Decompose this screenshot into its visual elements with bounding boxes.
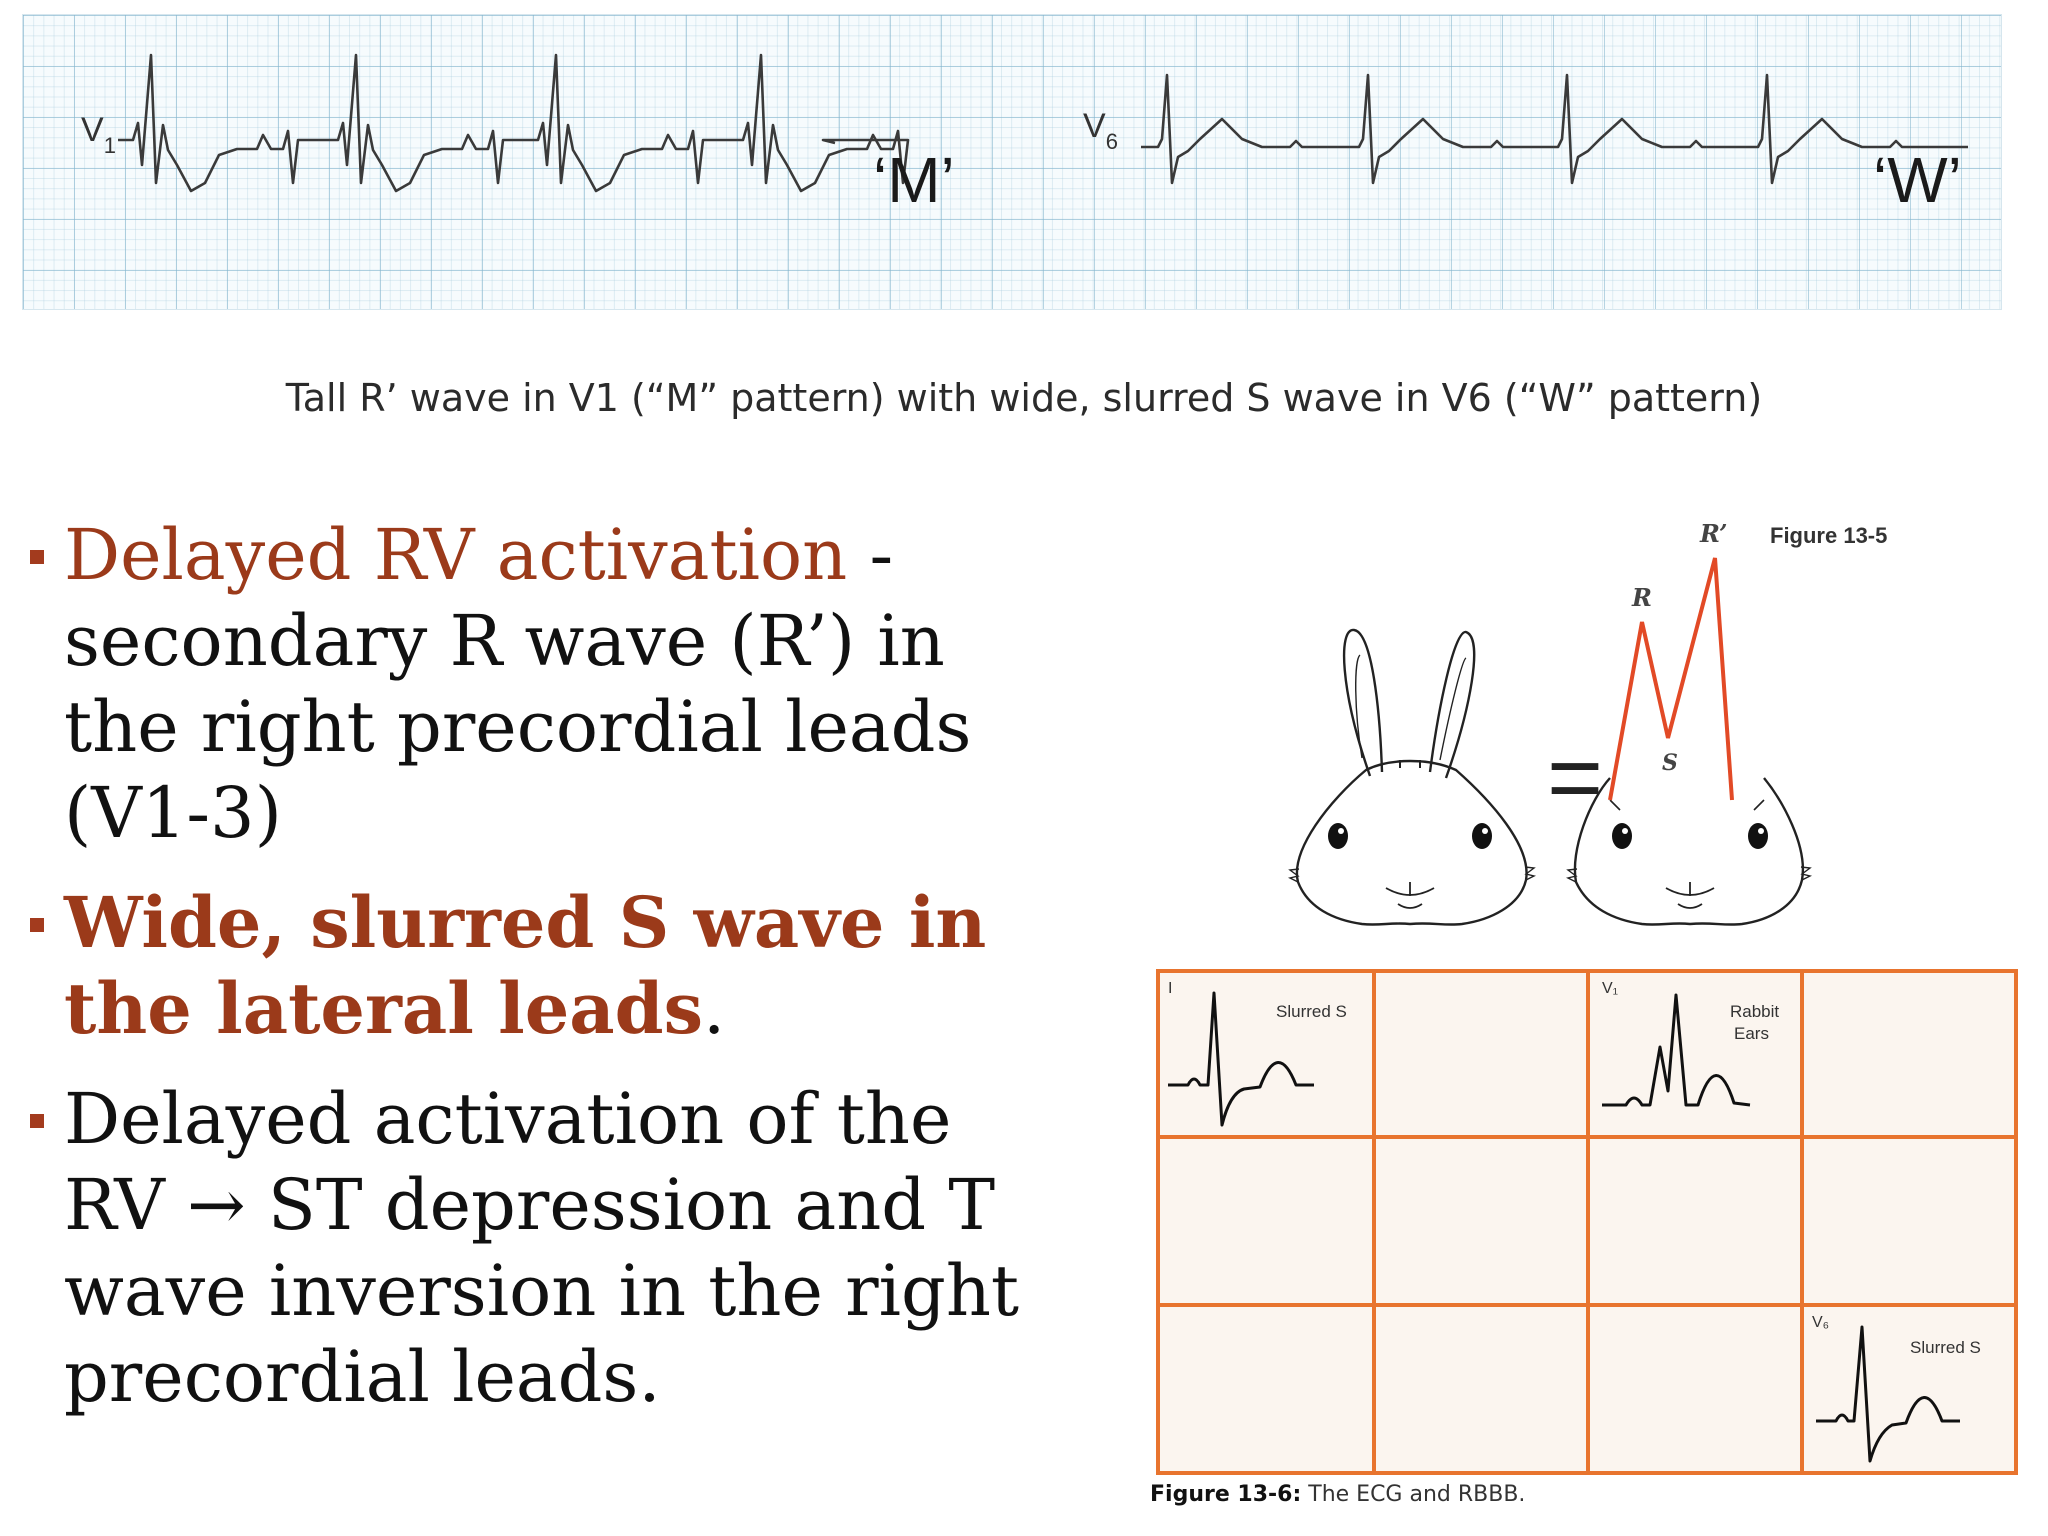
cell-lead-label-v6: V₆ bbox=[1812, 1314, 1829, 1331]
figure-title: Figure 13-5 bbox=[1770, 523, 1887, 548]
waveform-lead-v1 bbox=[1602, 993, 1751, 1107]
equals-sign: = bbox=[1547, 724, 1603, 831]
wave-label-s: S bbox=[1662, 750, 1678, 776]
rabbit-eye-highlight-icon bbox=[1622, 828, 1764, 834]
bullet-marker bbox=[30, 1114, 44, 1128]
bullet-text: - secondary R wave (R’) in the right pre… bbox=[64, 514, 972, 854]
ecg-trace-v6 bbox=[1141, 73, 1968, 185]
ecg-caption: Tall R’ wave in V1 (“M” pattern) with wi… bbox=[285, 376, 1763, 420]
waveform-lead-i bbox=[1168, 991, 1314, 1127]
bullet-marker bbox=[30, 550, 44, 564]
bullet-text: . bbox=[703, 968, 726, 1050]
bullet-item-rv-activation: Delayed RV activation - secondary R wave… bbox=[26, 512, 1056, 856]
lead-letter: V bbox=[1083, 107, 1106, 145]
rabbit-ears-figure: Figure 13-5 = R R’ S bbox=[1287, 519, 1887, 926]
caption-text: The ECG and RBBB. bbox=[1301, 1482, 1526, 1507]
cell-note-rabbit: Rabbit bbox=[1730, 1002, 1779, 1021]
lead-subscript: 1 bbox=[103, 133, 116, 158]
wave-label-r-prime: R’ bbox=[1699, 519, 1727, 548]
rabbit-eye-highlight-icon bbox=[1338, 828, 1488, 834]
bullet-list: Delayed RV activation - secondary R wave… bbox=[26, 512, 1056, 1444]
cell-note-ears: Ears bbox=[1734, 1024, 1769, 1043]
pattern-label-w: ‘W’ bbox=[1873, 144, 1962, 216]
bullet-marker bbox=[30, 918, 44, 932]
lead-label-v1: V1 bbox=[81, 111, 116, 158]
rabbit-head-icon bbox=[1287, 628, 1537, 926]
bullet-accent: Wide, slurred S wave in the lateral lead… bbox=[64, 881, 987, 1050]
cell-note-slurred-s: Slurred S bbox=[1910, 1338, 1981, 1357]
lead-label-v6: V6 bbox=[1083, 107, 1118, 154]
ecg-trace-v1 bbox=[118, 53, 910, 193]
rabbit-eye-icon bbox=[1612, 823, 1768, 849]
cell-lead-label-v1: V₁ bbox=[1602, 980, 1618, 997]
caption-label: Figure 13-6: bbox=[1150, 1482, 1302, 1507]
ecg-traces bbox=[118, 53, 1968, 193]
cell-note-slurred-s: Slurred S bbox=[1276, 1002, 1347, 1021]
wave-label-r: R bbox=[1631, 583, 1652, 612]
rabbit-head-icon bbox=[1565, 777, 1813, 926]
rabbit-eye-icon bbox=[1328, 823, 1492, 849]
grid-lines bbox=[1156, 969, 2018, 1475]
cell-lead-label-i: I bbox=[1168, 980, 1172, 997]
bullet-item-st-depression: Delayed activation of the RV → ST depres… bbox=[26, 1076, 1056, 1420]
lead-subscript: 6 bbox=[1105, 129, 1118, 154]
waveform-lead-v6 bbox=[1816, 1325, 1960, 1463]
pattern-label-m: ‘M’ bbox=[873, 144, 955, 216]
ecg-strip: V1 V6 ‘M’ ‘W’ bbox=[22, 14, 2002, 310]
rabbit-ears-m-wave bbox=[1608, 557, 1734, 801]
rbbb-lead-grid: I Slurred S V₁ Rabbit Ears V₆ Slurred S bbox=[1156, 969, 2018, 1475]
lead-letter: V bbox=[81, 111, 104, 149]
rbbb-caption: Figure 13-6: The ECG and RBBB. bbox=[1150, 1482, 1525, 1507]
bullet-text: Delayed activation of the RV → ST depres… bbox=[64, 1078, 1020, 1418]
bullet-accent: Delayed RV activation bbox=[64, 514, 848, 596]
bullet-item-slurred-s: Wide, slurred S wave in the lateral lead… bbox=[26, 880, 1056, 1052]
